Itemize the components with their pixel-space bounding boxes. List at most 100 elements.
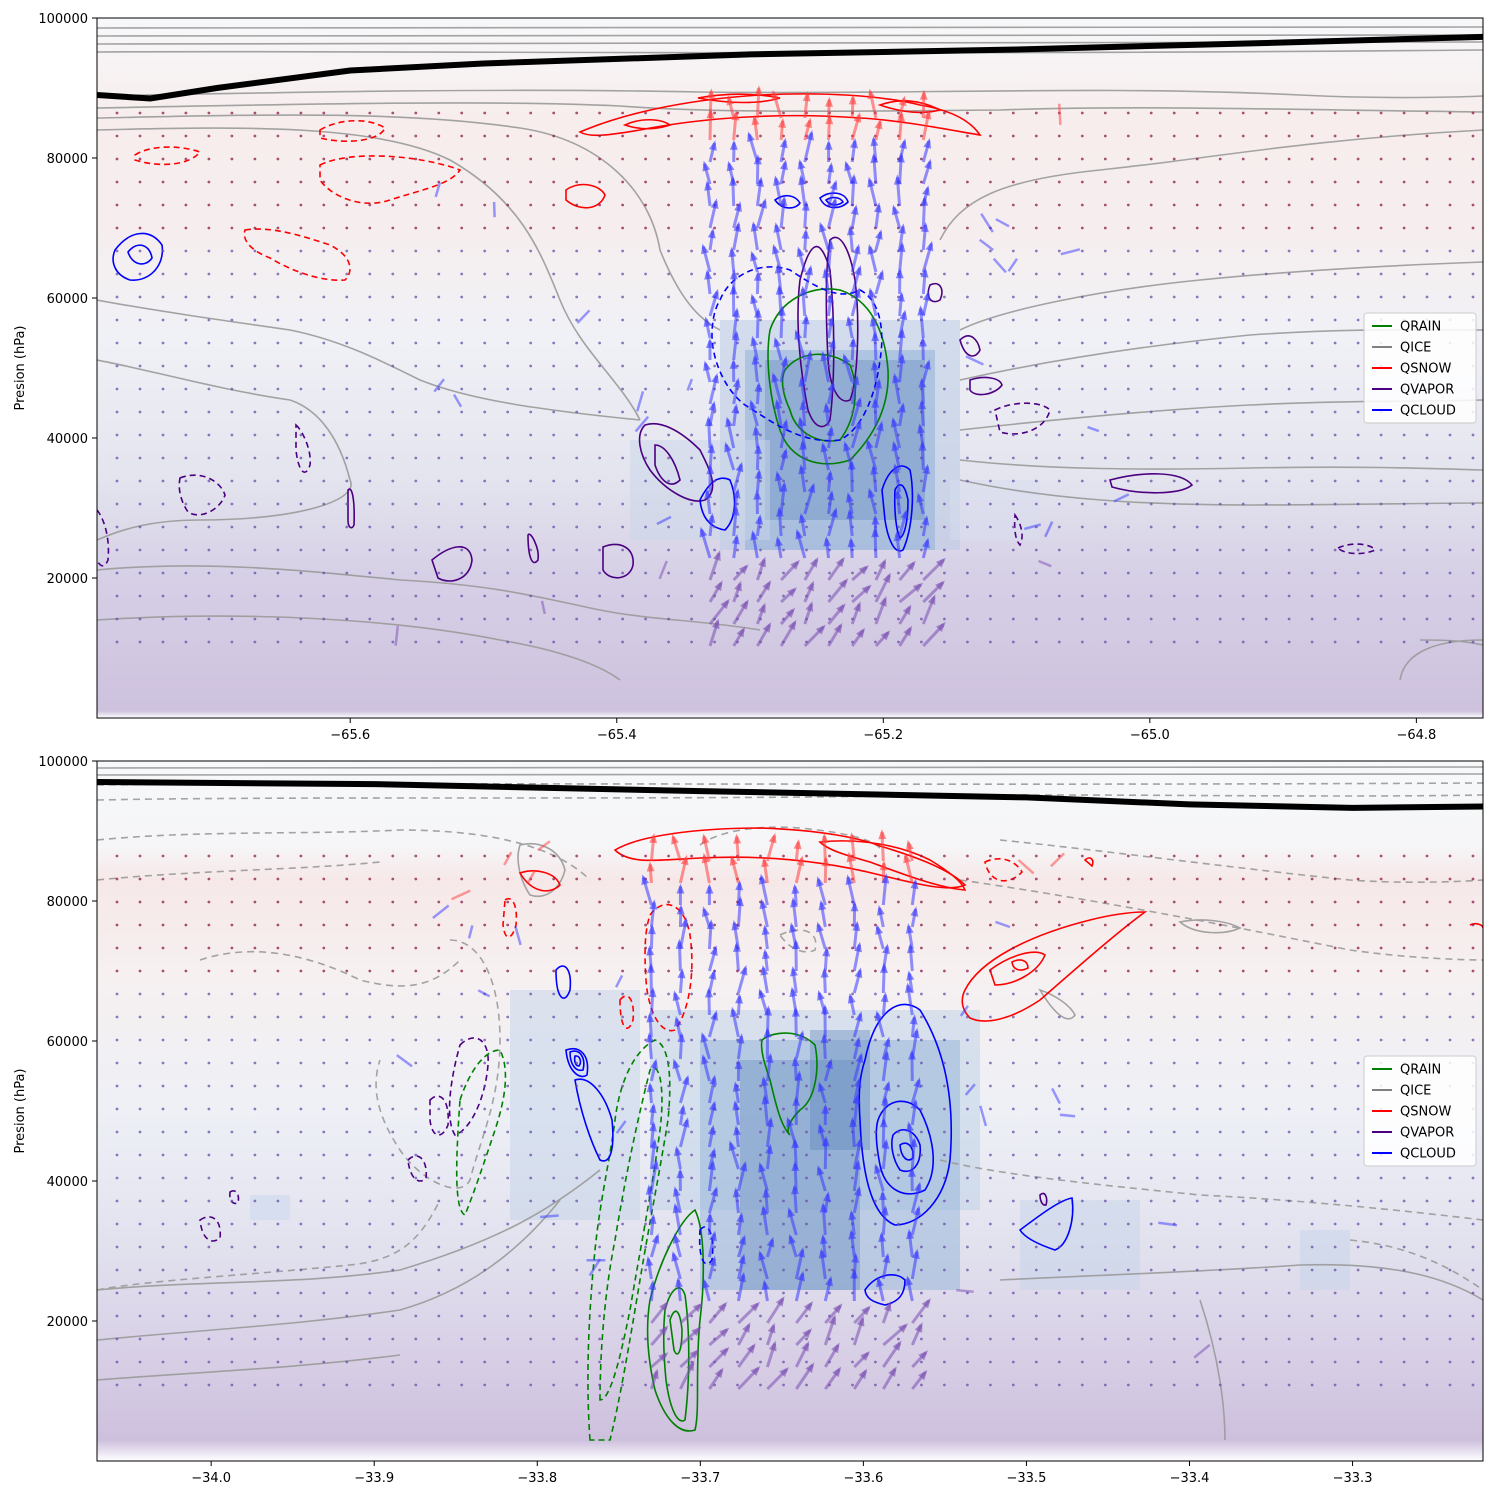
- wind-dot: [1057, 1268, 1061, 1272]
- wind-dot: [1310, 1061, 1314, 1065]
- wind-dot: [552, 203, 556, 207]
- wind-arrow-head: [731, 534, 740, 545]
- wind-dot: [184, 1038, 188, 1042]
- wind-dot: [805, 341, 808, 345]
- wind-dot: [851, 387, 854, 391]
- wind-dot: [299, 180, 303, 184]
- wind-arrow-head: [790, 966, 798, 977]
- wind-dot: [575, 387, 579, 391]
- wind-dot: [1425, 640, 1429, 644]
- wind-dot: [966, 1153, 969, 1157]
- wind-dot: [460, 900, 464, 904]
- wind-dot: [161, 571, 165, 575]
- wind-arrow-head: [734, 580, 742, 592]
- wind-dot: [1287, 877, 1291, 881]
- wind-dot: [943, 341, 946, 345]
- wind-dot: [943, 1199, 946, 1203]
- wind-dot: [1333, 502, 1337, 506]
- wind-dot: [1195, 410, 1199, 414]
- wind-dot: [920, 969, 923, 973]
- wind-dot: [1356, 249, 1360, 253]
- wind-dot: [322, 1245, 326, 1249]
- wind-dot: [506, 1360, 510, 1364]
- wind-dot: [345, 1314, 349, 1318]
- wind-dot: [1126, 203, 1130, 207]
- wind-dot: [1011, 502, 1015, 506]
- wind-dot: [1057, 433, 1061, 437]
- wind-dot: [667, 387, 670, 391]
- wind-dot: [989, 594, 992, 598]
- wind-arrow-head: [729, 139, 738, 150]
- wind-dot: [483, 1107, 487, 1111]
- wind-dot: [989, 1291, 992, 1295]
- wind-dot: [161, 456, 165, 460]
- wind-dot: [414, 272, 418, 276]
- wind-dot: [1241, 1061, 1245, 1065]
- wind-dot: [1011, 456, 1015, 460]
- wind-dot: [621, 946, 624, 950]
- wind-dot: [184, 364, 188, 368]
- wind-dot: [483, 364, 487, 368]
- qsnow-contours: [134, 93, 982, 281]
- wind-dot: [207, 226, 211, 230]
- wind-dot: [644, 1130, 647, 1134]
- wind-dot: [115, 571, 119, 575]
- wind-dot: [1103, 479, 1107, 483]
- wind-dot: [1425, 525, 1429, 529]
- wind-dot: [943, 1107, 946, 1111]
- wind-dot: [621, 969, 624, 973]
- wind-dot: [437, 923, 441, 927]
- wind-dot: [759, 134, 762, 138]
- wind-dot: [874, 249, 877, 253]
- wind-arrow-head: [789, 986, 798, 998]
- wind-dot: [920, 1360, 923, 1364]
- wind-arrow: [615, 1120, 627, 1134]
- wind-dot: [1149, 1245, 1153, 1249]
- wind-dot: [1264, 502, 1268, 506]
- wind-dot: [161, 1314, 165, 1318]
- wind-dot: [1264, 1176, 1268, 1180]
- wind-dot: [1471, 295, 1475, 299]
- wind-arrow-head: [689, 1349, 700, 1359]
- wind-dot: [1218, 341, 1222, 345]
- wind-dot: [184, 433, 188, 437]
- wind-dot: [1356, 387, 1360, 391]
- wind-dot: [1034, 1268, 1038, 1272]
- wind-dot: [368, 479, 372, 483]
- x-tick-label: −65.4: [597, 728, 637, 743]
- wind-dot: [230, 1038, 234, 1042]
- wind-dot: [1011, 548, 1015, 552]
- wind-arrow-head: [879, 860, 888, 871]
- wind-dot: [460, 854, 464, 858]
- wind-dot: [460, 433, 464, 437]
- wind-dot: [759, 1130, 762, 1134]
- wind-arrow-head: [746, 1343, 756, 1354]
- wind-dot: [483, 387, 487, 391]
- wind-dot: [874, 1199, 877, 1203]
- wind-dot: [1448, 969, 1452, 973]
- wind-dot: [1034, 1153, 1038, 1157]
- wind-arrow-head: [836, 603, 846, 614]
- wind-dot: [161, 1015, 165, 1019]
- wind-dot: [690, 969, 693, 973]
- wind-arrow-head: [705, 883, 714, 894]
- wind-dot: [1471, 157, 1475, 161]
- wind-dot: [552, 640, 556, 644]
- wind-dot: [138, 134, 142, 138]
- wind-dot: [989, 134, 992, 138]
- wind-dot: [598, 249, 601, 253]
- wind-dot: [1195, 479, 1199, 483]
- wind-arrow-head: [750, 335, 759, 347]
- wind-dot: [805, 295, 808, 299]
- wind-dot: [483, 134, 487, 138]
- wind-dot: [138, 1130, 142, 1134]
- wind-dot: [1103, 571, 1107, 575]
- wind-dot: [460, 479, 464, 483]
- wind-dot: [184, 992, 188, 996]
- wind-dot: [184, 571, 188, 575]
- wind-dot: [1264, 433, 1268, 437]
- wind-dot: [368, 180, 372, 184]
- wind-dot: [184, 1360, 188, 1364]
- wind-dot: [1448, 1038, 1452, 1042]
- wind-dot: [1333, 1038, 1337, 1042]
